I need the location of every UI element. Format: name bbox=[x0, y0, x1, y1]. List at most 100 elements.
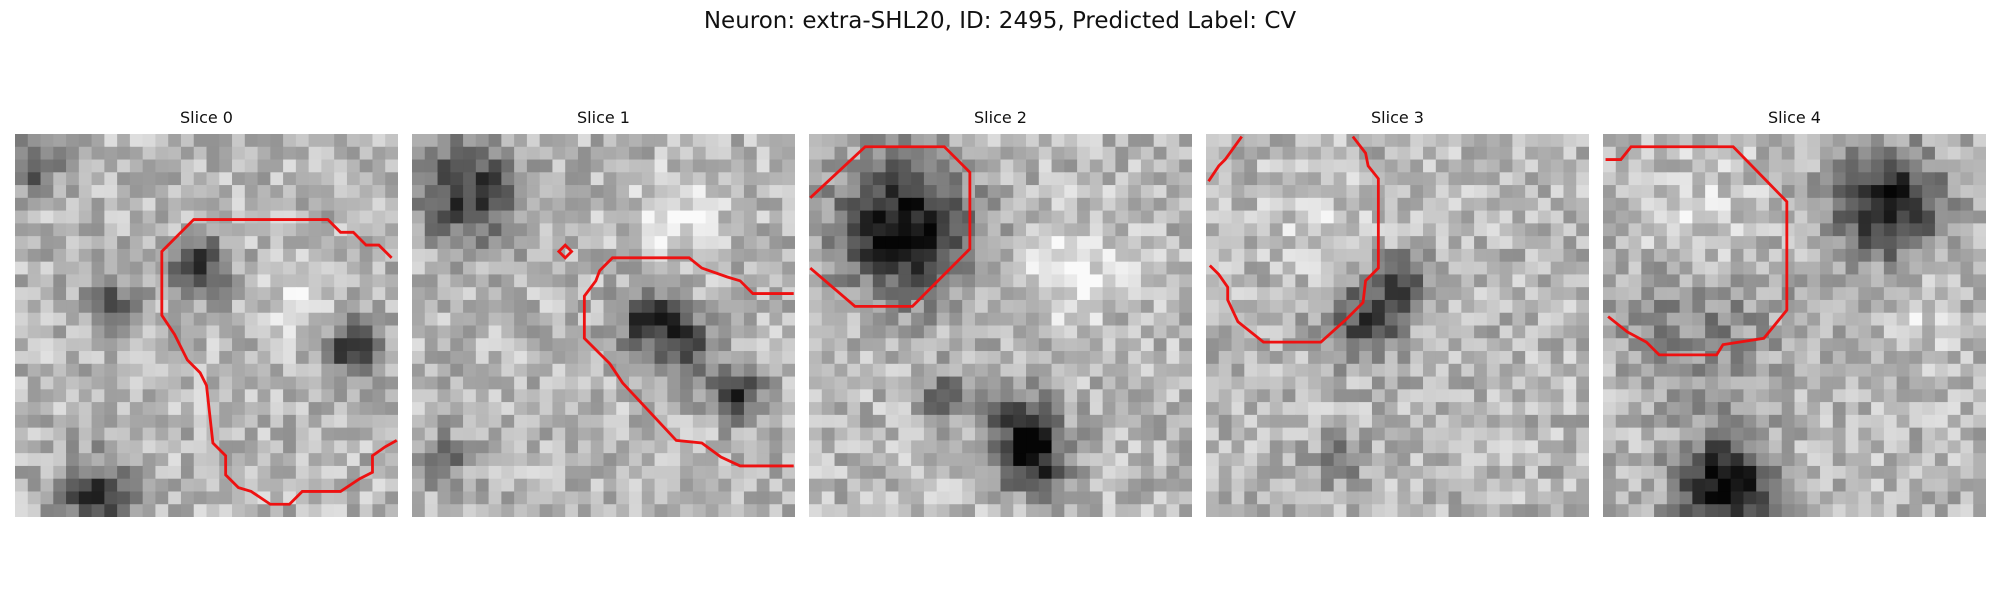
pixel bbox=[1947, 453, 1961, 467]
pixel bbox=[590, 299, 605, 314]
pixel bbox=[219, 159, 233, 173]
pixel bbox=[1499, 172, 1513, 186]
pixel bbox=[1359, 261, 1373, 275]
pixel bbox=[15, 261, 29, 275]
pixel bbox=[27, 185, 42, 199]
pixel bbox=[1512, 159, 1526, 173]
pixel bbox=[334, 159, 348, 173]
pixel bbox=[437, 440, 451, 454]
pixel bbox=[1781, 504, 1796, 517]
pixel bbox=[1615, 261, 1630, 275]
pixel bbox=[692, 453, 707, 467]
pixel bbox=[232, 287, 246, 301]
pixel bbox=[1435, 478, 1450, 492]
pixel bbox=[1064, 478, 1078, 492]
pixel bbox=[514, 261, 528, 275]
pixel bbox=[1397, 274, 1411, 288]
pixel bbox=[949, 325, 963, 339]
pixel bbox=[1692, 427, 1706, 441]
pixel bbox=[1794, 299, 1808, 314]
pixel bbox=[1896, 159, 1910, 173]
pixel bbox=[372, 389, 386, 403]
pixel bbox=[1960, 427, 1974, 441]
pixel bbox=[1666, 299, 1681, 314]
pixel bbox=[232, 223, 246, 237]
pixel bbox=[603, 236, 617, 250]
pixel bbox=[526, 414, 541, 429]
pixel bbox=[565, 185, 579, 199]
pixel bbox=[1206, 197, 1220, 212]
pixel bbox=[1295, 312, 1309, 327]
pixel bbox=[1871, 210, 1885, 224]
pixel bbox=[1115, 363, 1129, 378]
pixel bbox=[743, 197, 758, 212]
pixel bbox=[1960, 287, 1974, 301]
pixel bbox=[412, 197, 426, 212]
pixel bbox=[219, 248, 233, 263]
pixel bbox=[1448, 363, 1462, 378]
pixel bbox=[526, 223, 541, 237]
pixel bbox=[641, 197, 656, 212]
pixel bbox=[1102, 172, 1116, 186]
pixel bbox=[641, 274, 656, 288]
pixel bbox=[1947, 197, 1961, 212]
figure-title: Neuron: extra-SHL20, ID: 2495, Predicted… bbox=[703, 8, 1297, 34]
pixel bbox=[911, 440, 925, 454]
pixel bbox=[488, 134, 502, 148]
pixel bbox=[974, 491, 989, 505]
pixel bbox=[1026, 185, 1040, 199]
pixel bbox=[1115, 236, 1129, 250]
pixel bbox=[1820, 134, 1834, 148]
pixel bbox=[142, 159, 156, 173]
pixel bbox=[565, 465, 579, 480]
pixel bbox=[1140, 504, 1155, 517]
pixel bbox=[1730, 465, 1744, 480]
pixel bbox=[385, 223, 398, 237]
pixel bbox=[244, 325, 259, 339]
pixel bbox=[385, 478, 398, 492]
pixel bbox=[78, 299, 93, 314]
pixel bbox=[1692, 351, 1706, 365]
pixel bbox=[769, 172, 783, 186]
pixel bbox=[1038, 427, 1053, 441]
pixel bbox=[1410, 248, 1424, 263]
pixel bbox=[66, 504, 80, 517]
pixel bbox=[847, 338, 861, 352]
pixel bbox=[1128, 287, 1142, 301]
pixel bbox=[1512, 453, 1526, 467]
pixel bbox=[1973, 376, 1986, 390]
pixel bbox=[1973, 453, 1986, 467]
pixel bbox=[1832, 440, 1847, 454]
pixel bbox=[501, 210, 515, 224]
pixel bbox=[1883, 376, 1898, 390]
pixel bbox=[987, 478, 1002, 492]
pixel bbox=[27, 427, 42, 441]
pixel bbox=[1026, 478, 1040, 492]
pixel bbox=[308, 491, 322, 505]
pixel bbox=[809, 312, 823, 327]
pixel bbox=[1295, 172, 1309, 186]
pixel bbox=[821, 274, 836, 288]
pixel bbox=[1654, 363, 1668, 378]
pixel bbox=[66, 236, 80, 250]
pixel bbox=[1832, 402, 1847, 416]
pixel bbox=[667, 465, 681, 480]
pixel bbox=[1820, 351, 1834, 365]
pixel bbox=[257, 465, 271, 480]
pixel bbox=[1282, 478, 1296, 492]
pixel bbox=[1282, 274, 1296, 288]
pixel bbox=[66, 261, 80, 275]
pixel bbox=[1641, 351, 1655, 365]
pixel bbox=[1692, 134, 1706, 148]
pixel bbox=[53, 172, 67, 186]
pixel bbox=[15, 351, 29, 365]
pixel bbox=[385, 248, 398, 263]
pixel bbox=[629, 287, 643, 301]
pixel bbox=[1038, 274, 1053, 288]
pixel bbox=[1423, 351, 1437, 365]
pixel bbox=[1499, 299, 1513, 314]
pixel bbox=[1807, 465, 1821, 480]
pixel bbox=[705, 197, 719, 212]
pixel bbox=[66, 491, 80, 505]
pixel bbox=[718, 465, 732, 480]
